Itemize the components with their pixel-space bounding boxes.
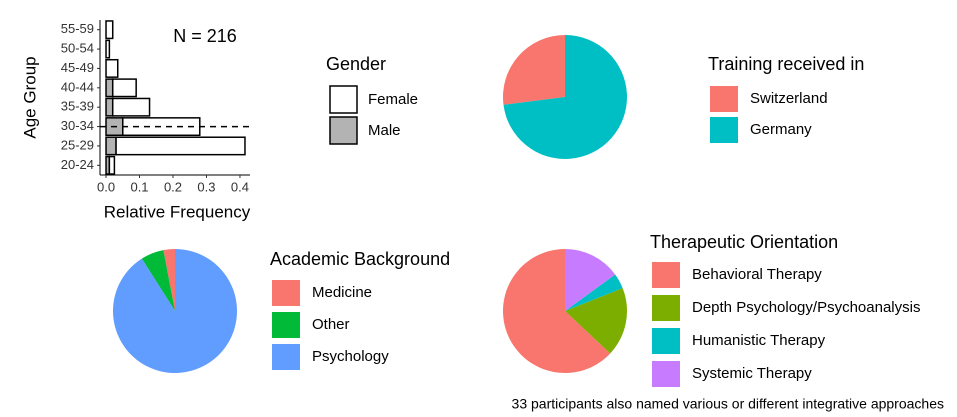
legend-key	[329, 85, 358, 114]
pie-slice	[141, 250, 175, 311]
pie-slice	[502, 249, 611, 374]
bar	[108, 155, 116, 175]
legend-key	[710, 117, 738, 143]
pie-slice	[163, 249, 175, 311]
legend-title: Gender	[326, 54, 386, 74]
y-tick-label: 45-49	[61, 60, 94, 75]
x-tick-label: 0.1	[130, 179, 148, 194]
y-tick-label: 20-24	[61, 157, 94, 172]
x-tick-label: 0.3	[197, 179, 215, 194]
y-tick-label: 50-54	[61, 41, 94, 56]
y-tick-label: 40-44	[61, 79, 94, 94]
bar	[115, 136, 246, 156]
legend-label: Switzerland	[750, 90, 828, 107]
legend-key	[652, 262, 680, 288]
legend-label: Other	[312, 316, 350, 333]
legend-label: Systemic Therapy	[692, 365, 812, 382]
legend-title: Training received in	[708, 54, 864, 74]
legend-label: Depth Psychology/Psychoanalysis	[692, 299, 920, 316]
legend-label: Psychology	[312, 348, 389, 365]
legend-key	[710, 86, 738, 112]
legend-label: Humanistic Therapy	[692, 332, 826, 349]
y-axis-title: Age Group	[20, 56, 39, 138]
legend-label: Germany	[750, 121, 812, 138]
y-tick-label: 55-59	[61, 21, 94, 36]
x-axis-title: Relative Frequency	[104, 202, 251, 221]
bar	[105, 58, 119, 78]
pie-slice	[502, 35, 565, 105]
legend-title: Academic Background	[270, 249, 450, 269]
bar	[105, 39, 111, 59]
bar	[111, 78, 137, 98]
pie-slice	[565, 249, 616, 311]
y-tick-label: 25-29	[61, 137, 94, 152]
annotation: N = 216	[173, 26, 237, 46]
note: 33 participants also named various or di…	[512, 396, 944, 412]
legend-label: Male	[368, 122, 401, 139]
x-tick-label: 0.2	[164, 179, 182, 194]
bar	[105, 97, 114, 117]
x-tick-label: 0.4	[231, 179, 249, 194]
legend-key	[272, 312, 300, 338]
pie-slice	[565, 288, 627, 354]
legend-label: Female	[368, 91, 418, 108]
y-tick-label: 30-34	[61, 118, 94, 133]
legend-key	[652, 295, 680, 321]
pie-slice	[112, 249, 237, 374]
x-tick-label: 0.0	[97, 179, 115, 194]
legend-label: Medicine	[312, 284, 372, 301]
pie-slice	[503, 35, 627, 159]
y-tick-label: 35-39	[61, 99, 94, 114]
bar	[111, 97, 151, 117]
legend-key	[272, 280, 300, 306]
legend-label: Behavioral Therapy	[692, 266, 822, 283]
pie-slice	[565, 274, 623, 311]
legend-key	[652, 328, 680, 354]
bar	[105, 78, 114, 98]
legend-key	[272, 344, 300, 370]
bar	[105, 136, 117, 156]
bar	[105, 20, 114, 40]
legend-key	[652, 361, 680, 387]
legend-title: Therapeutic Orientation	[650, 232, 838, 252]
legend-key	[329, 116, 358, 145]
